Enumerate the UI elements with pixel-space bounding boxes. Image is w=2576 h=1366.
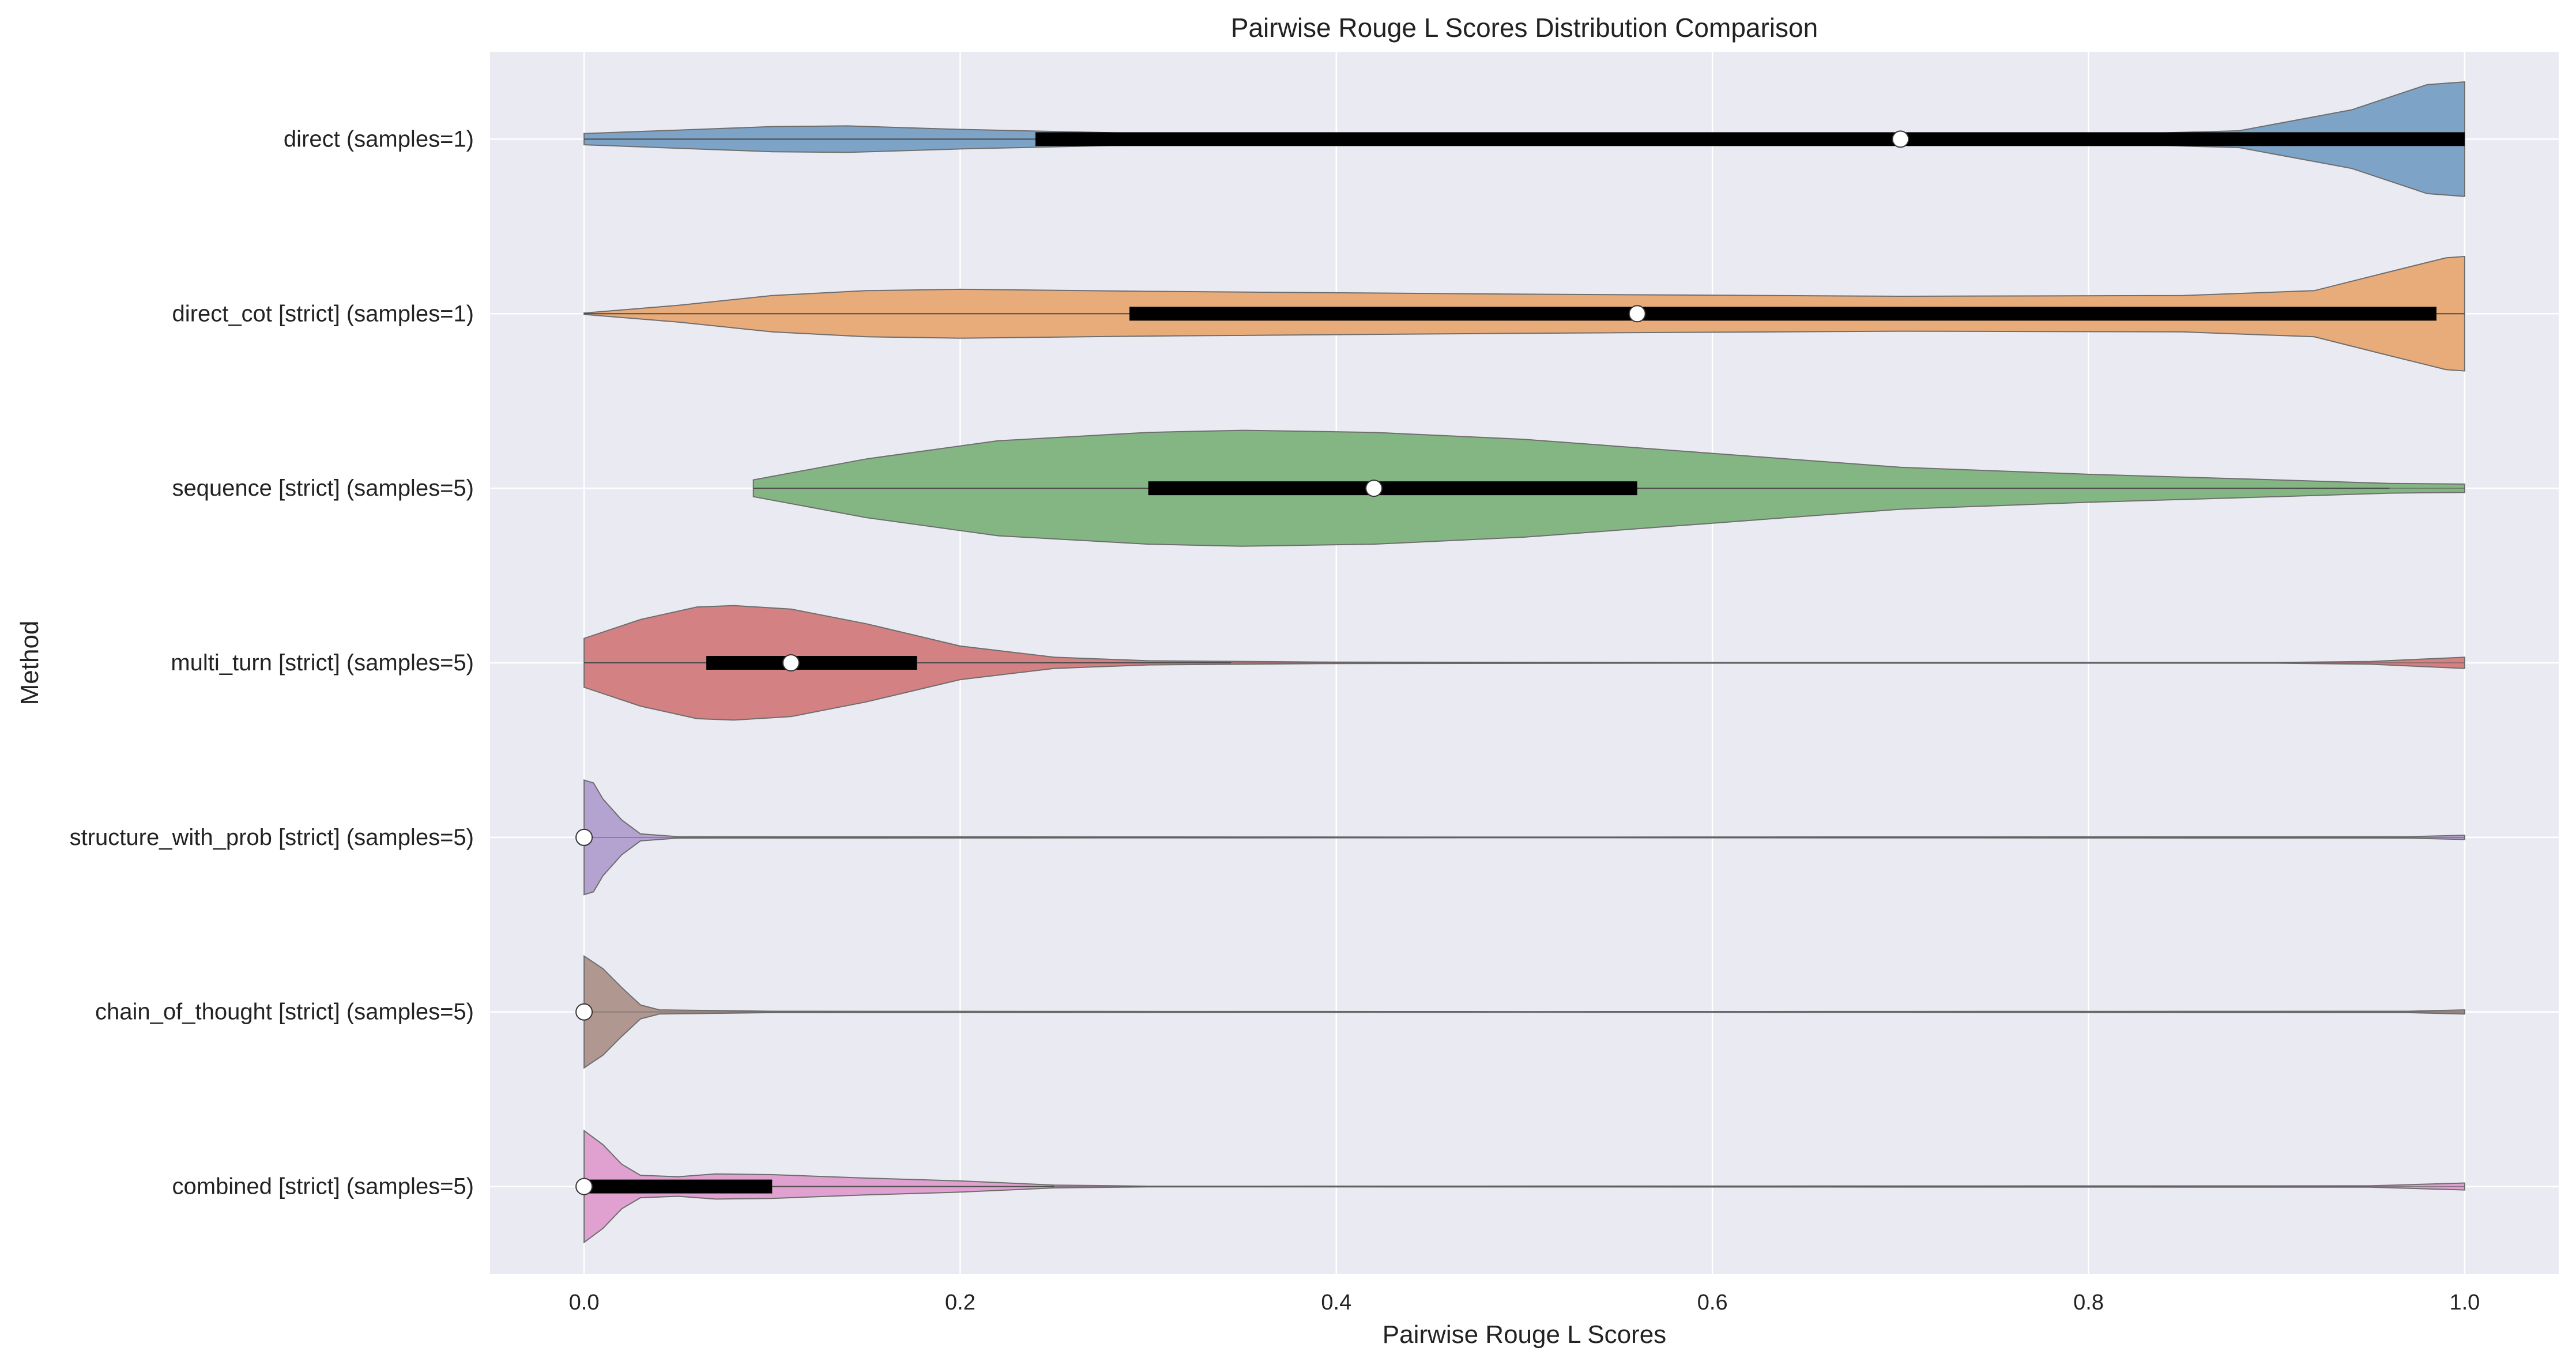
median-point	[1892, 130, 1910, 148]
chart-title: Pairwise Rouge L Scores Distribution Com…	[1231, 13, 1818, 43]
median-point	[782, 654, 800, 671]
y-axis-label: Method	[16, 621, 44, 705]
iqr-box	[584, 1179, 773, 1194]
median-point	[575, 828, 593, 846]
x-tick-label: 0.0	[569, 1290, 600, 1315]
y-tick-label: direct_cot [strict] (samples=1)	[172, 301, 474, 326]
iqr-box	[1035, 132, 2465, 146]
x-tick-label: 0.8	[2073, 1290, 2104, 1315]
y-ticks: direct (samples=1) direct_cot [strict] (s…	[70, 126, 474, 1199]
x-tick-label: 0.4	[1321, 1290, 1351, 1315]
y-tick-label: multi_turn [strict] (samples=5)	[171, 650, 474, 676]
median-point	[1365, 480, 1383, 497]
x-ticks: 0.0 0.2 0.4 0.6 0.8 1.0	[569, 1290, 2480, 1315]
y-tick-label: combined [strict] (samples=5)	[172, 1174, 474, 1199]
iqr-box	[706, 656, 917, 670]
median-point	[575, 1003, 593, 1021]
x-tick-label: 1.0	[2449, 1290, 2480, 1315]
box-markers	[575, 130, 2465, 1195]
y-tick-label: sequence [strict] (samples=5)	[172, 476, 474, 501]
iqr-box	[1129, 307, 2436, 321]
x-tick-label: 0.2	[945, 1290, 976, 1315]
x-tick-label: 0.6	[1697, 1290, 1728, 1315]
x-axis-label: Pairwise Rouge L Scores	[1383, 1320, 1666, 1349]
y-tick-label: direct (samples=1)	[284, 126, 474, 152]
iqr-box	[1148, 481, 1637, 496]
y-tick-label: chain_of_thought [strict] (samples=5)	[95, 999, 474, 1025]
y-tick-label: structure_with_prob [strict] (samples=5)	[70, 825, 474, 850]
median-point	[1628, 305, 1646, 323]
median-point	[575, 1178, 593, 1195]
